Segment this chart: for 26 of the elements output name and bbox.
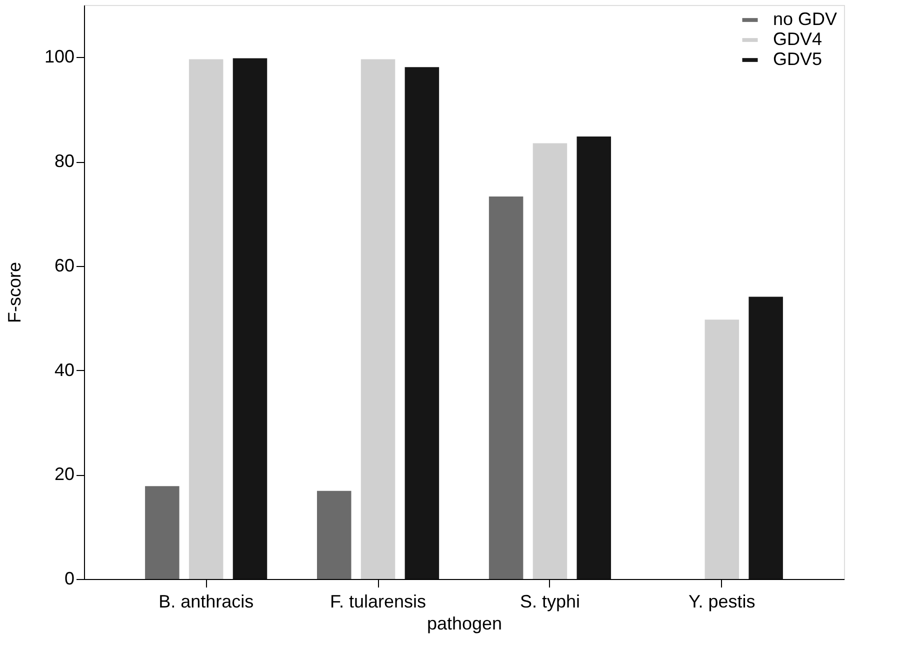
y-tick-label: 40 (54, 360, 74, 380)
x-tick-label: B. anthracis (158, 592, 254, 612)
x-tick-label: Y. pestis (688, 592, 756, 612)
y-tick-label: 0 (64, 568, 74, 588)
x-axis-title: pathogen (426, 614, 502, 634)
legend-label: GDV4 (773, 29, 822, 49)
legend-label: GDV5 (773, 49, 822, 69)
bar (145, 486, 180, 579)
x-tick-label: F. tularensis (330, 592, 426, 612)
y-axis-title: F-score (4, 262, 24, 324)
legend-label: no GDV (773, 9, 838, 29)
bar (404, 67, 440, 579)
bar (576, 136, 612, 579)
bar (232, 58, 268, 579)
bar (748, 296, 783, 579)
x-tick-label: S. typhi (520, 592, 580, 612)
bar (360, 59, 396, 579)
bar (488, 196, 524, 579)
y-tick-label: 60 (54, 255, 74, 276)
bar (704, 320, 740, 579)
y-tick-label: 80 (54, 151, 74, 172)
bar (532, 143, 568, 579)
y-tick-label: 100 (44, 46, 74, 67)
bar (316, 490, 352, 579)
bar (188, 59, 224, 579)
y-tick-label: 20 (54, 464, 74, 484)
